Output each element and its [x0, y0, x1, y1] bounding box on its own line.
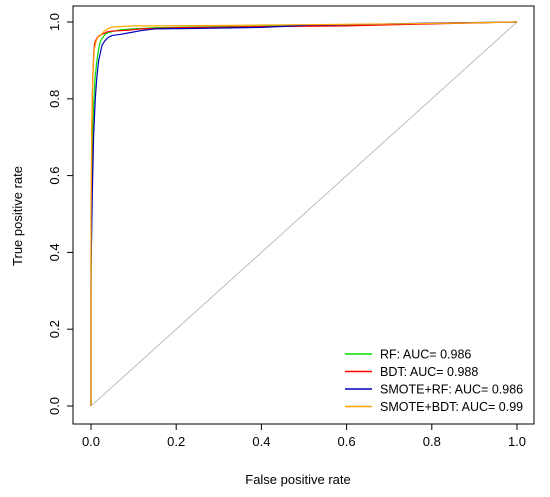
- legend-entry-label: SMOTE+BDT: AUC= 0.99: [380, 400, 523, 414]
- y-tick-label: 0.0: [47, 397, 62, 415]
- legend-entry-label: RF: AUC= 0.986: [380, 348, 471, 362]
- x-axis-title: False positive rate: [245, 472, 351, 487]
- x-tick-label: 0.4: [252, 434, 270, 449]
- y-axis-title: True positive rate: [10, 166, 25, 266]
- y-tick-label: 0.6: [47, 167, 62, 185]
- legend-entry-label: BDT: AUC= 0.988: [380, 365, 478, 379]
- y-tick-label: 1.0: [47, 13, 62, 31]
- series-line-3: [90, 21, 518, 406]
- x-tick-label: 1.0: [508, 434, 526, 449]
- plot-frame: [72, 5, 535, 425]
- legend-entry-label: SMOTE+RF: AUC= 0.986: [380, 383, 523, 397]
- plot-layer: [90, 21, 518, 407]
- x-tick-label: 0.6: [338, 434, 356, 449]
- x-tick-label: 0.2: [167, 434, 185, 449]
- y-tick-label: 0.8: [47, 90, 62, 108]
- y-tick-label: 0.4: [47, 243, 62, 261]
- diagonal-reference-line: [90, 21, 518, 407]
- legend: RF: AUC= 0.986 BDT: AUC= 0.988 SMOTE+RF: A…: [345, 348, 523, 414]
- y-tick-label: 0.2: [47, 320, 62, 338]
- x-tick-label: 0.8: [423, 434, 441, 449]
- x-tick-label: 0.0: [82, 434, 100, 449]
- axis-layer: 0.0 0.2 0.4 0.6 0.8 1.0 0.0 0.2 0.4 0.6 0.8 1.0: [47, 5, 535, 449]
- series-line-4: [90, 21, 518, 406]
